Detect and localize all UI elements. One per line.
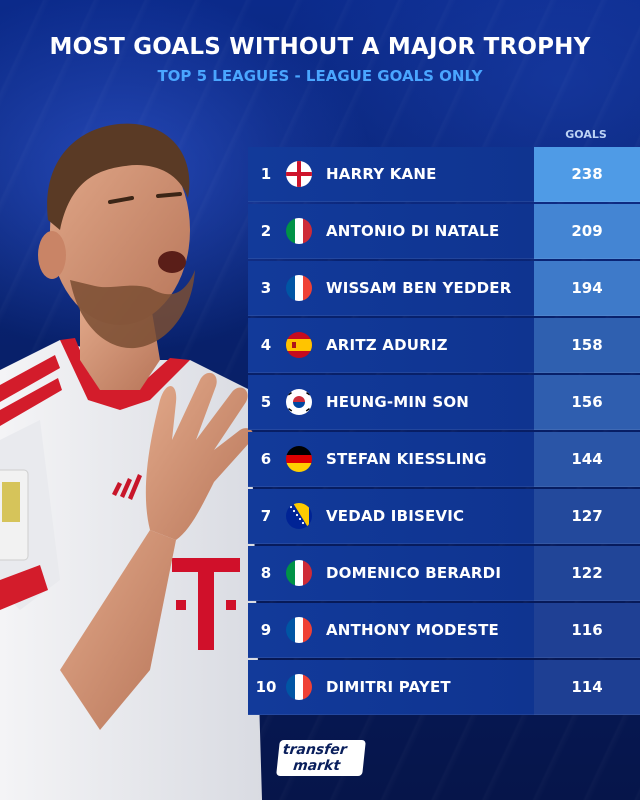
player-name: STEFAN KIESSLING — [326, 450, 487, 468]
logo-line-1: transfer — [282, 742, 348, 758]
player-cell: 7 VEDAD IBISEVIC — [248, 489, 534, 544]
goals-value: 194 — [534, 261, 640, 316]
goals-value: 238 — [534, 147, 640, 202]
player-cell: 6 STEFAN KIESSLING — [248, 432, 534, 487]
table-row: 1 HARRY KANE 238 — [248, 147, 640, 202]
germany-flag-icon — [286, 446, 312, 472]
player-cell: 1 HARRY KANE — [248, 147, 534, 202]
player-cell: 5 HEUNG-MIN SON — [248, 375, 534, 430]
goals-value: 156 — [534, 375, 640, 430]
table-row: 4 ARITZ ADURIZ 158 — [248, 318, 640, 373]
logo-line-2: markt — [292, 758, 341, 774]
goals-column-header: GOALS — [565, 128, 607, 141]
rank-label: 1 — [260, 165, 272, 183]
rank-label: 2 — [260, 222, 272, 240]
table-row: 6 STEFAN KIESSLING 144 — [248, 432, 640, 487]
rank-label: 9 — [260, 621, 272, 639]
france-flag-icon — [286, 617, 312, 643]
table-row: 7 VEDAD IBISEVIC 127 — [248, 489, 640, 544]
player-name: WISSAM BEN YEDDER — [326, 279, 512, 297]
england-flag-icon — [286, 161, 312, 187]
italy-flag-icon — [286, 218, 312, 244]
goals-value: 158 — [534, 318, 640, 373]
france-flag-icon — [286, 674, 312, 700]
player-name: HEUNG-MIN SON — [326, 393, 470, 411]
table-row: 9 ANTHONY MODESTE 116 — [248, 603, 640, 658]
france-flag-icon — [286, 275, 312, 301]
table-row: 8 DOMENICO BERARDI 122 — [248, 546, 640, 601]
player-photo — [0, 123, 262, 800]
goals-value: 116 — [534, 603, 640, 658]
goals-value: 127 — [534, 489, 640, 544]
player-cell: 9 ANTHONY MODESTE — [248, 603, 534, 658]
player-cell: 8 DOMENICO BERARDI — [248, 546, 534, 601]
page-title: MOST GOALS WITHOUT A MAJOR TROPHY — [49, 34, 591, 60]
player-name: HARRY KANE — [326, 165, 437, 183]
transfermarkt-logo: transfer markt — [276, 740, 366, 776]
rank-label: 4 — [260, 336, 272, 354]
page-subtitle: TOP 5 LEAGUES - LEAGUE GOALS ONLY — [157, 67, 483, 85]
rank-label: 5 — [260, 393, 272, 411]
player-name: ANTONIO DI NATALE — [326, 222, 500, 240]
italy-flag-icon — [286, 560, 312, 586]
player-name: DOMENICO BERARDI — [326, 564, 502, 582]
player-name: ANTHONY MODESTE — [326, 621, 499, 639]
goals-value: 144 — [534, 432, 640, 487]
rank-label: 10 — [255, 678, 277, 696]
goals-value: 114 — [534, 660, 640, 715]
player-name: VEDAD IBISEVIC — [326, 507, 465, 525]
goals-value: 122 — [534, 546, 640, 601]
player-cell: 10 DIMITRI PAYET — [248, 660, 534, 715]
rank-label: 6 — [260, 450, 272, 468]
table-row: 3 WISSAM BEN YEDDER 194 — [248, 261, 640, 316]
player-name: DIMITRI PAYET — [326, 678, 451, 696]
bosnia-flag-icon — [286, 503, 312, 529]
goals-value: 209 — [534, 204, 640, 259]
ranking-table: 1 HARRY KANE 238 2 ANTONIO DI NATALE 209 3 WISS… — [248, 147, 640, 717]
table-row: 5 HEUNG-MIN SON 156 — [248, 375, 640, 430]
rank-label: 7 — [260, 507, 272, 525]
player-cell: 4 ARITZ ADURIZ — [248, 318, 534, 373]
player-cell: 3 WISSAM BEN YEDDER — [248, 261, 534, 316]
spain-flag-icon — [286, 332, 312, 358]
table-row: 2 ANTONIO DI NATALE 209 — [248, 204, 640, 259]
table-row: 10 DIMITRI PAYET 114 — [248, 660, 640, 715]
player-name: ARITZ ADURIZ — [326, 336, 448, 354]
rank-label: 3 — [260, 279, 272, 297]
south-korea-flag-icon — [286, 389, 312, 415]
player-cell: 2 ANTONIO DI NATALE — [248, 204, 534, 259]
rank-label: 8 — [260, 564, 272, 582]
